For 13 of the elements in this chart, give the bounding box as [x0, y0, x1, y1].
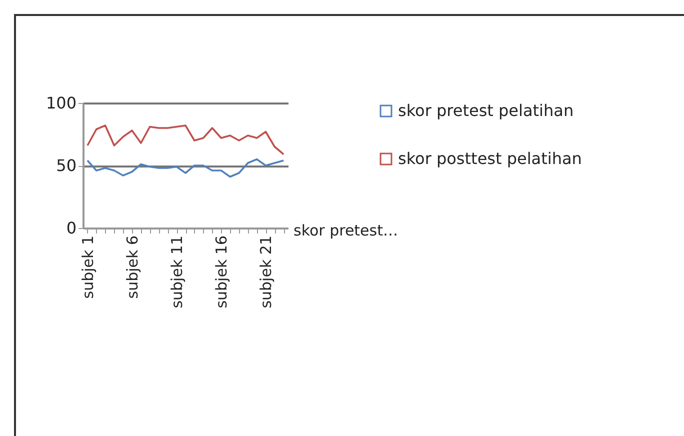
y-tick-label: 100 — [46, 94, 76, 112]
legend-label: skor pretest pelatihan — [398, 101, 574, 120]
x-tick-label: subjek 16 — [212, 236, 231, 308]
line-series — [86, 124, 284, 156]
legend-label: skor posttest pelatihan — [398, 149, 582, 168]
line-series — [86, 158, 284, 178]
y-tick-label: 0 — [66, 218, 76, 238]
x-tick-label: subjek 1 — [78, 236, 97, 299]
y-tick-label: 50 — [56, 156, 76, 175]
x-tick-label: subjek 6 — [124, 236, 142, 299]
x-tick-label: subjek 11 — [168, 236, 186, 308]
x-tick-label: subjek 21 — [257, 236, 276, 308]
x-axis-title: skor pretest… — [294, 222, 398, 240]
